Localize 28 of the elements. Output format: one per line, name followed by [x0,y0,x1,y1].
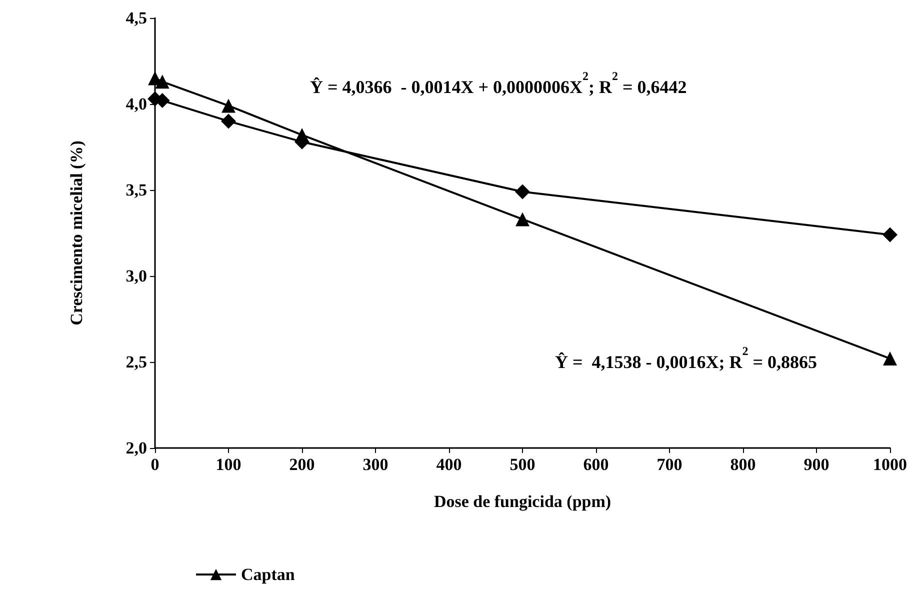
x-tick-label: 400 [436,455,462,474]
x-tick-label: 0 [150,455,160,474]
y-tick-label: 3,5 [126,180,147,200]
y-tick-label: 4,0 [126,94,147,114]
y-tick-label: 4,5 [126,8,147,28]
point [221,114,236,129]
legend-label: Captan [241,565,296,584]
point [295,128,309,142]
x-tick-label: 600 [583,455,609,474]
point [515,184,530,200]
x-axis-title: Dose de fungicida (ppm) [434,492,612,511]
y-tick-label: 2,0 [126,438,147,458]
point [222,98,236,113]
point [516,212,530,226]
y-axis-title: Crescimento micelial (%) [67,140,86,326]
x-tick-label: 200 [289,455,315,474]
x-tick-label: 900 [804,455,830,474]
point [882,227,898,242]
x-tick-label: 800 [730,455,756,474]
x-tick-label: 500 [510,455,536,474]
point [883,352,897,366]
y-tick-label: 3,0 [126,266,147,286]
x-tick-label: 300 [362,455,388,474]
x-tick-label: 700 [656,455,682,474]
x-tick-label: 1000 [873,455,907,474]
y-tick-label: 2,5 [126,352,147,372]
point [155,74,170,89]
x-tick-label: 100 [216,455,242,474]
